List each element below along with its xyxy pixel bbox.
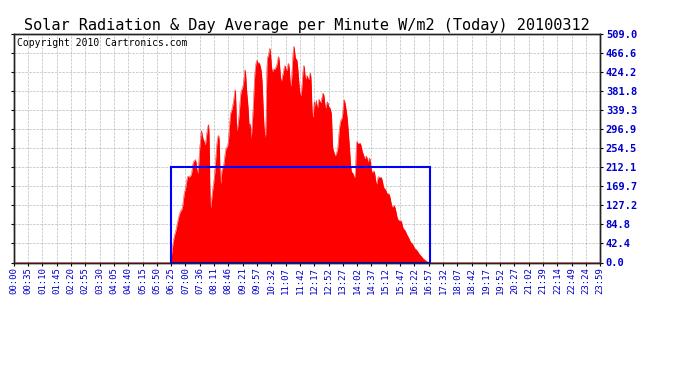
Title: Solar Radiation & Day Average per Minute W/m2 (Today) 20100312: Solar Radiation & Day Average per Minute… <box>24 18 590 33</box>
Bar <box>170 167 430 262</box>
Text: Copyright 2010 Cartronics.com: Copyright 2010 Cartronics.com <box>17 38 187 48</box>
